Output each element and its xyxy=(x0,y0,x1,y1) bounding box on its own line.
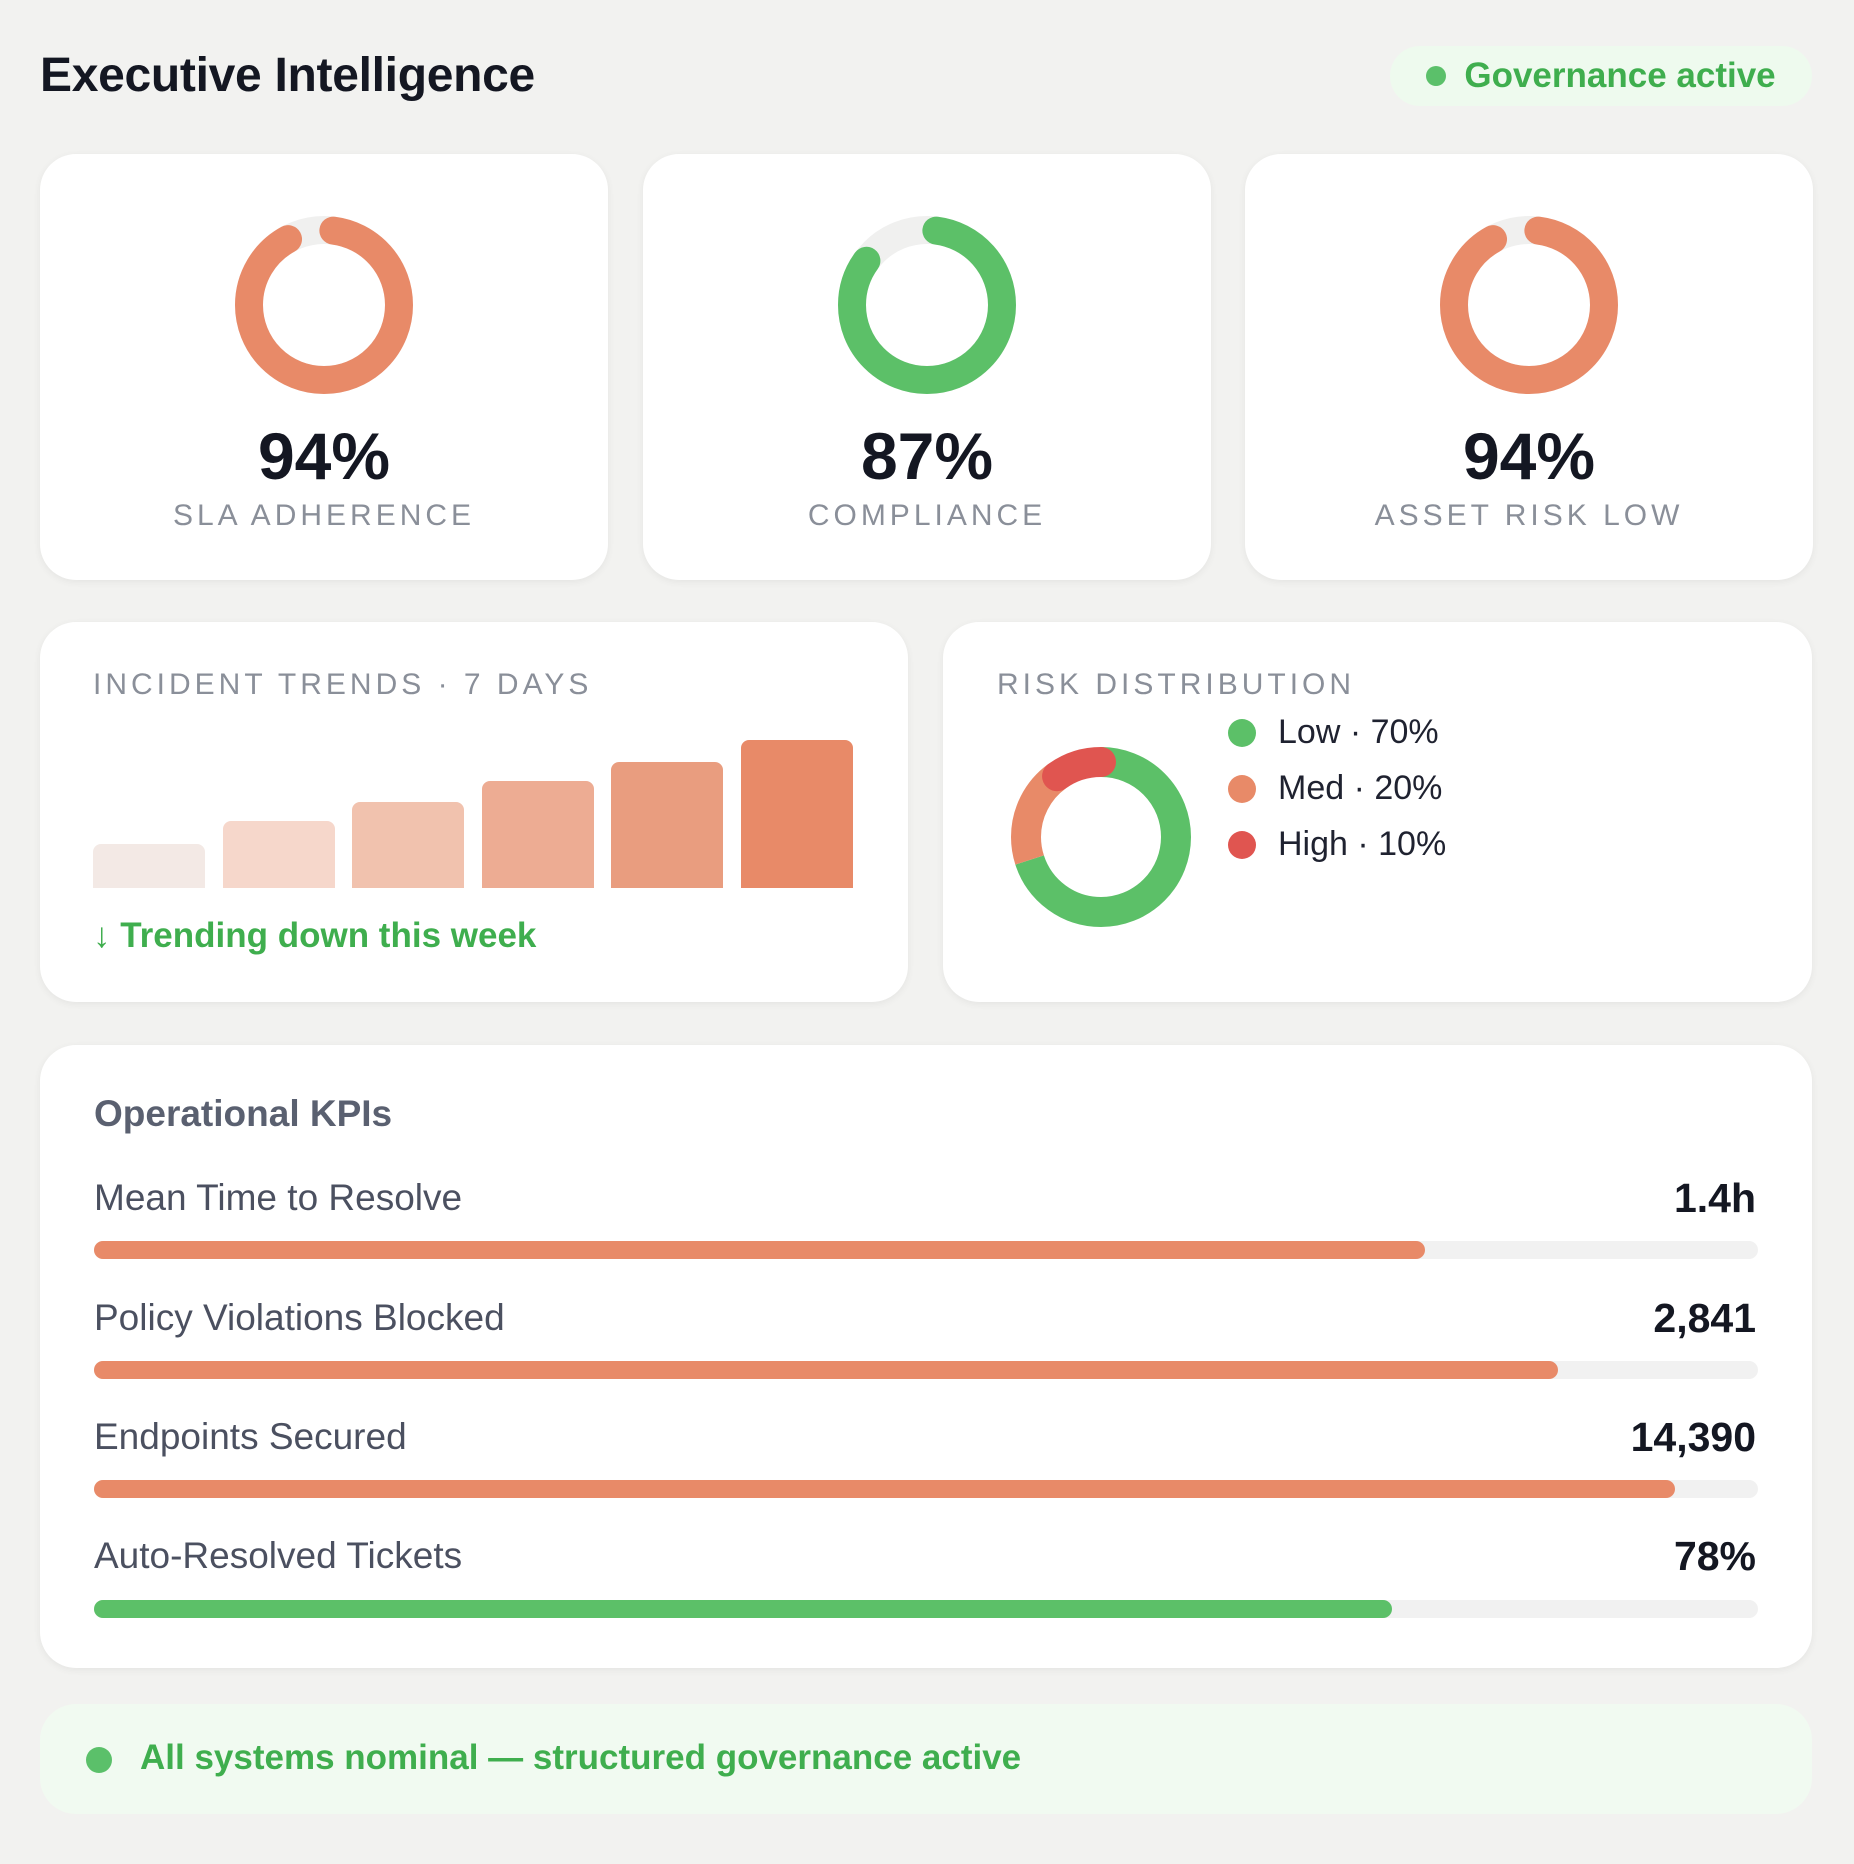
incident-bar xyxy=(740,740,853,888)
gauge-arc xyxy=(1440,216,1618,394)
kpi-label: Mean Time to Resolve xyxy=(94,1177,463,1218)
operational-kpis-card: Operational KPIs Mean Time to Resolve 1.… xyxy=(40,1045,1812,1668)
risk-donut-chart xyxy=(1011,747,1191,927)
kpi-progress-fill xyxy=(94,1241,1426,1259)
governance-status-badge: Governance active xyxy=(1390,46,1812,106)
incident-bar xyxy=(93,843,205,888)
kpi-label: Endpoints Secured xyxy=(94,1416,407,1457)
incident-trends-card: INCIDENT TRENDS · 7 DAYS ↓ Trending down… xyxy=(40,622,908,1002)
compliance-value: 87% xyxy=(860,419,994,493)
status-dot-icon xyxy=(86,1747,112,1773)
governance-status-text: Governance active xyxy=(1464,56,1776,95)
kpi-progress-track xyxy=(94,1600,1758,1618)
kpi-progress-fill xyxy=(94,1480,1675,1498)
kpi-value: 14,390 xyxy=(1630,1414,1756,1460)
compliance-gauge-ring xyxy=(838,216,1016,394)
legend-item-high: High · 10% xyxy=(1228,825,1446,864)
kpi-progress-fill xyxy=(94,1361,1559,1379)
incident-bar xyxy=(352,802,464,888)
gauge-card-sla: 94% SLA ADHERENCE xyxy=(40,154,608,580)
page-title: Executive Intelligence xyxy=(40,49,535,102)
asset-risk-value: 94% xyxy=(1462,419,1596,493)
incident-bar xyxy=(222,821,335,888)
sla-value: 94% xyxy=(257,419,391,493)
asset-risk-label: ASSET RISK LOW xyxy=(1374,499,1684,532)
asset-risk-gauge-ring xyxy=(1440,216,1618,394)
kpi-progress-track xyxy=(94,1241,1758,1259)
legend-item-low: Low · 70% xyxy=(1228,713,1439,752)
kpi-progress-fill xyxy=(94,1600,1392,1618)
kpi-label: Auto-Resolved Tickets xyxy=(94,1535,463,1576)
incident-bar xyxy=(611,762,723,888)
system-status-banner: All systems nominal — structured governa… xyxy=(40,1704,1812,1814)
risk-slice-high xyxy=(1011,747,1191,927)
kpi-value: 78% xyxy=(1673,1533,1756,1579)
legend-dot-icon xyxy=(1228,718,1256,747)
legend-dot-icon xyxy=(1228,774,1256,803)
kpi-progress-track xyxy=(94,1361,1758,1379)
kpi-value: 2,841 xyxy=(1653,1295,1756,1341)
kpi-progress-track xyxy=(94,1480,1758,1498)
kpi-value: 1.4h xyxy=(1673,1175,1756,1221)
kpis-title: Operational KPIs xyxy=(94,1093,393,1134)
compliance-label: COMPLIANCE xyxy=(807,499,1047,532)
legend-dot-icon xyxy=(1228,830,1256,859)
status-dot-icon xyxy=(1426,66,1447,86)
gauge-arc xyxy=(838,216,1016,394)
trend-indicator: ↓ Trending down this week xyxy=(93,916,537,955)
risk-distribution-card: RISK DISTRIBUTION Low · 70% Med · 20% Hi… xyxy=(943,622,1812,1002)
risk-distribution-label: RISK DISTRIBUTION xyxy=(997,668,1356,701)
risk-slice-med xyxy=(1011,747,1191,927)
incident-trends-label: INCIDENT TRENDS · 7 DAYS xyxy=(93,668,593,701)
legend-text: High · 10% xyxy=(1278,825,1447,863)
gauge-card-compliance: 87% COMPLIANCE xyxy=(643,154,1211,580)
gauge-card-asset-risk: 94% ASSET RISK LOW xyxy=(1245,154,1813,580)
incident-bar xyxy=(481,781,594,888)
gauge-arc xyxy=(235,216,413,394)
kpi-label: Policy Violations Blocked xyxy=(94,1297,505,1338)
system-status-text: All systems nominal — structured governa… xyxy=(140,1738,1022,1777)
legend-text: Med · 20% xyxy=(1278,769,1443,807)
sla-label: SLA ADHERENCE xyxy=(172,499,476,532)
legend-item-med: Med · 20% xyxy=(1228,769,1442,808)
sla-gauge-ring xyxy=(235,216,413,394)
legend-text: Low · 70% xyxy=(1278,713,1439,751)
